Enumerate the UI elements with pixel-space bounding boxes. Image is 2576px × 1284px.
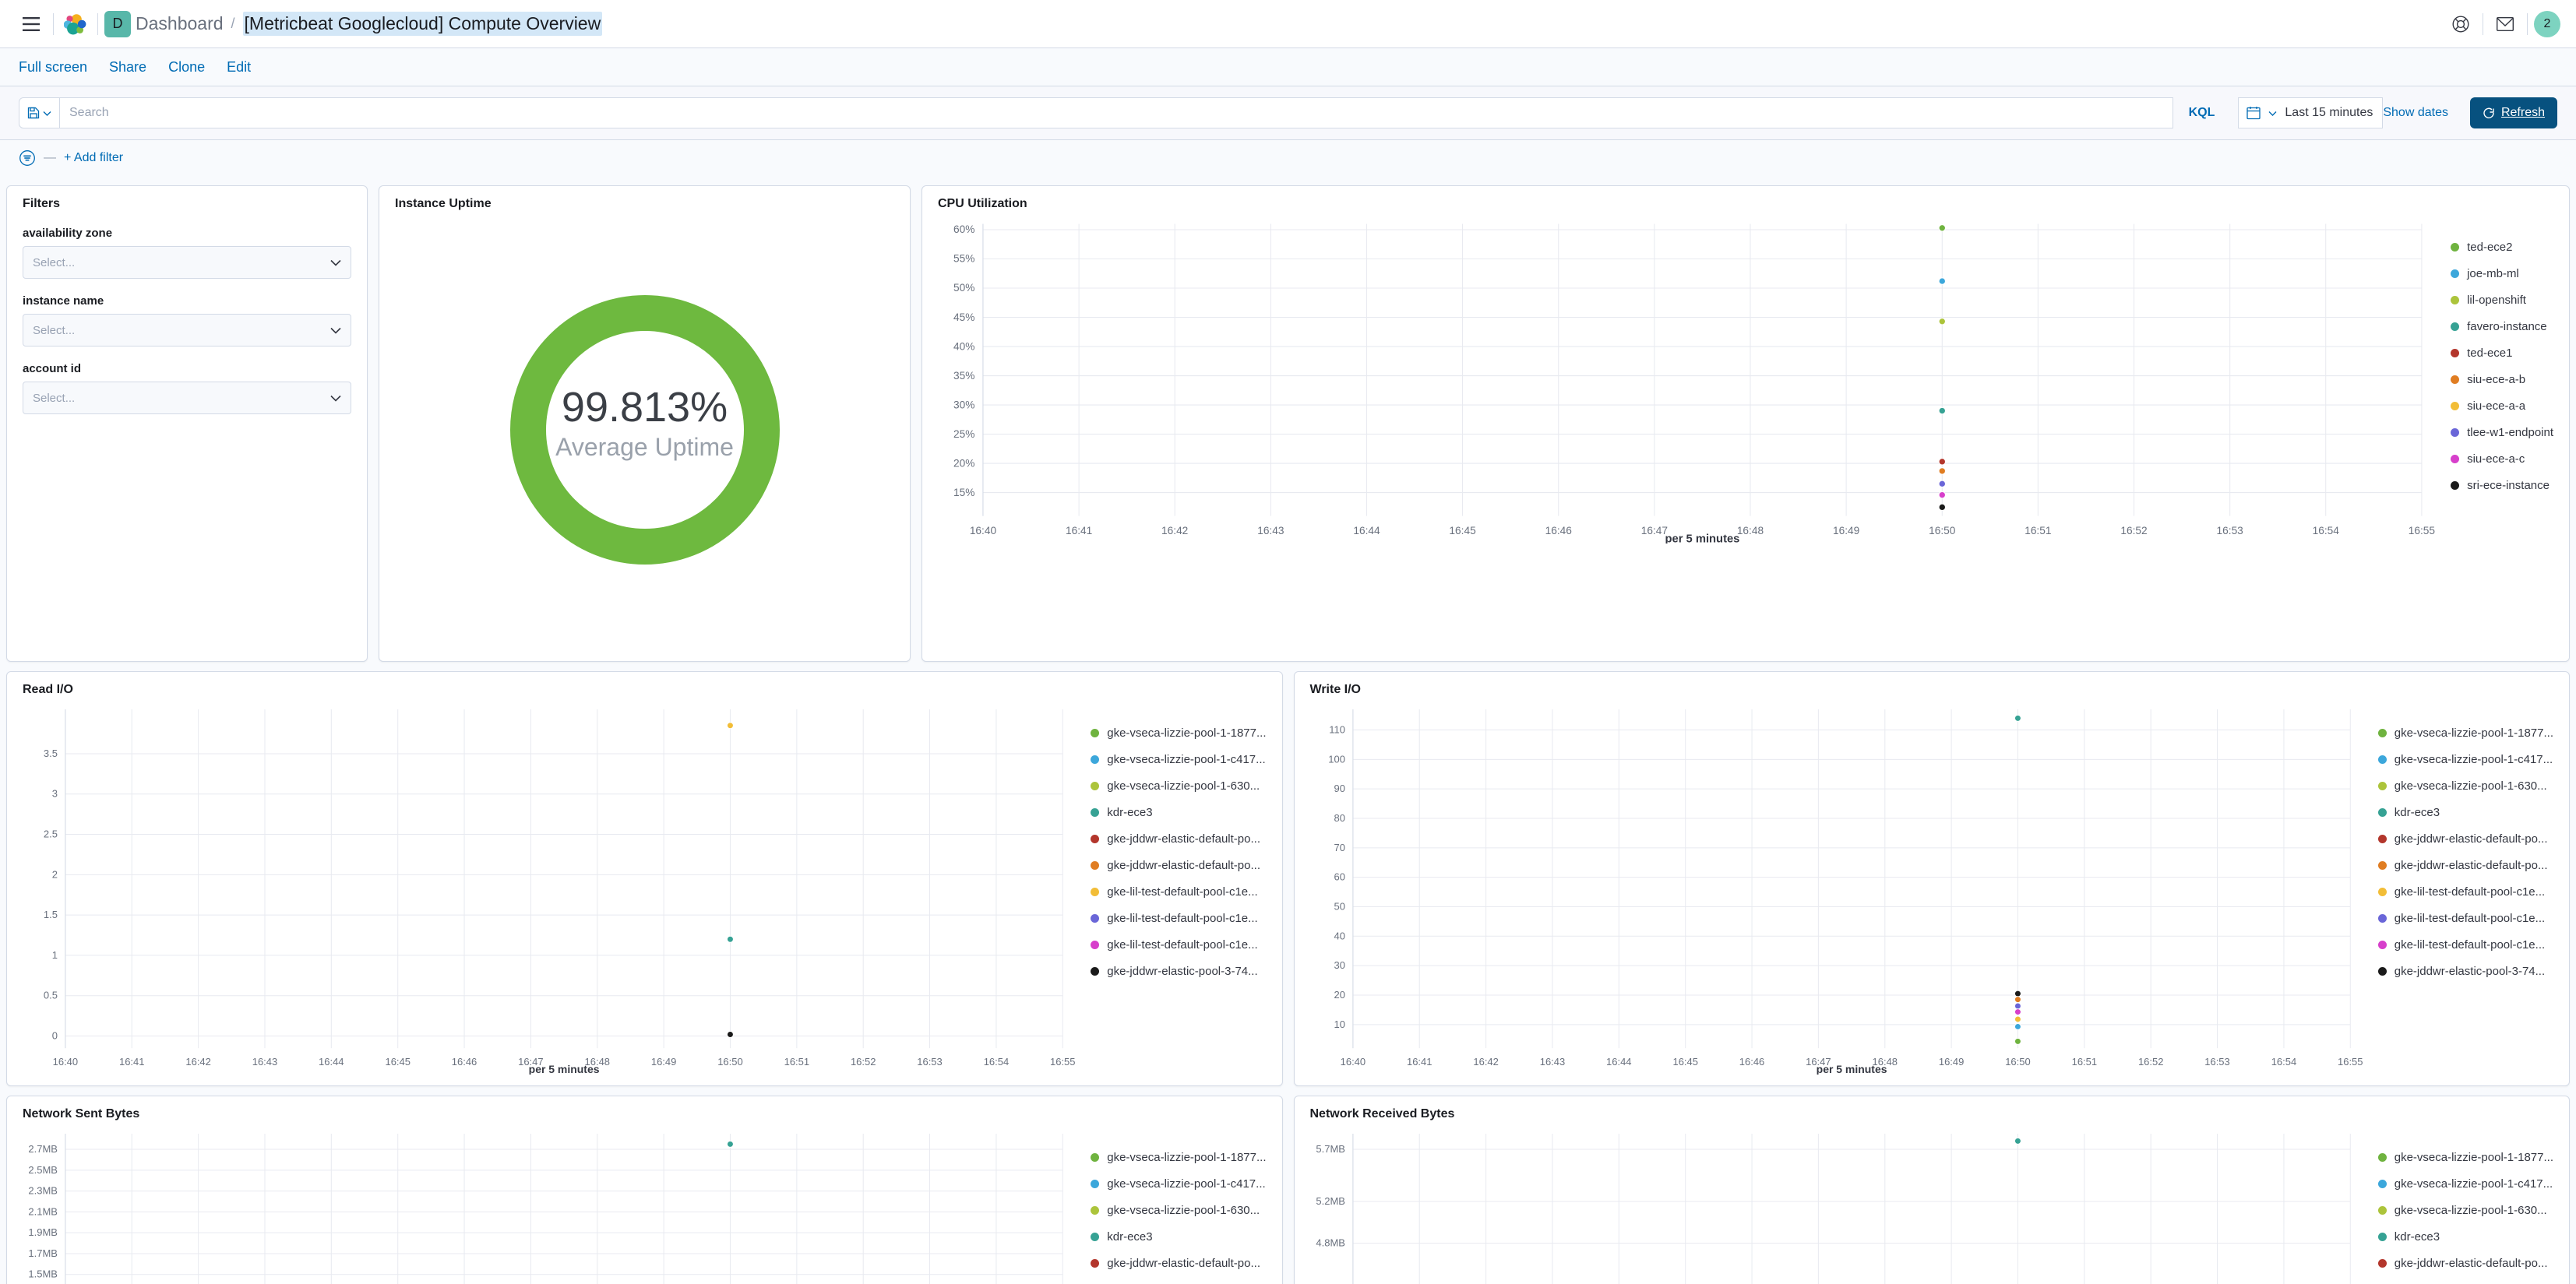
svg-text:per 5 minutes: per 5 minutes [1665, 533, 1739, 544]
svg-text:35%: 35% [953, 370, 974, 382]
svg-text:16:49: 16:49 [1938, 1056, 1963, 1068]
svg-text:16:41: 16:41 [1066, 525, 1092, 536]
svg-text:16:43: 16:43 [1539, 1056, 1564, 1068]
svg-text:55%: 55% [953, 253, 974, 265]
svg-text:50: 50 [1334, 900, 1344, 912]
svg-text:2.3MB: 2.3MB [28, 1185, 57, 1197]
svg-text:25%: 25% [953, 428, 974, 440]
svg-text:16:40: 16:40 [1340, 1056, 1365, 1068]
svg-text:16:40: 16:40 [53, 1056, 78, 1068]
svg-text:16:51: 16:51 [784, 1056, 809, 1068]
svg-text:16:52: 16:52 [2120, 525, 2147, 536]
svg-text:16:47: 16:47 [1641, 525, 1668, 536]
svg-text:per 5 minutes: per 5 minutes [1816, 1063, 1887, 1075]
svg-text:60: 60 [1334, 871, 1344, 883]
svg-text:90: 90 [1334, 783, 1344, 794]
svg-text:16:50: 16:50 [2005, 1056, 2030, 1068]
svg-text:60%: 60% [953, 223, 974, 235]
svg-text:40: 40 [1334, 930, 1344, 941]
svg-text:16:43: 16:43 [1257, 525, 1284, 536]
svg-text:10: 10 [1334, 1018, 1344, 1030]
svg-text:16:53: 16:53 [2217, 525, 2244, 536]
svg-text:20: 20 [1334, 989, 1344, 1001]
svg-text:1.5MB: 1.5MB [28, 1268, 57, 1280]
svg-text:1.5: 1.5 [44, 909, 58, 920]
svg-text:16:44: 16:44 [1606, 1056, 1631, 1068]
svg-text:5.7MB: 5.7MB [1316, 1143, 1344, 1155]
svg-text:80: 80 [1334, 812, 1344, 824]
svg-text:16:51: 16:51 [2025, 525, 2051, 536]
svg-text:per 5 minutes: per 5 minutes [529, 1063, 600, 1075]
svg-text:16:55: 16:55 [1050, 1056, 1075, 1068]
svg-text:16:52: 16:52 [851, 1056, 876, 1068]
svg-text:16:45: 16:45 [1449, 525, 1476, 536]
svg-text:16:46: 16:46 [452, 1056, 477, 1068]
svg-text:16:41: 16:41 [1406, 1056, 1431, 1068]
svg-text:16:45: 16:45 [385, 1056, 410, 1068]
svg-text:2.7MB: 2.7MB [28, 1143, 57, 1155]
svg-text:16:49: 16:49 [1833, 525, 1859, 536]
svg-text:16:54: 16:54 [2271, 1056, 2296, 1068]
svg-text:16:42: 16:42 [1161, 525, 1188, 536]
svg-text:2.1MB: 2.1MB [28, 1205, 57, 1217]
svg-text:16:45: 16:45 [1672, 1056, 1697, 1068]
svg-text:16:53: 16:53 [2204, 1056, 2229, 1068]
svg-text:16:54: 16:54 [2313, 525, 2340, 536]
svg-text:16:40: 16:40 [970, 525, 997, 536]
svg-text:30: 30 [1334, 959, 1344, 971]
svg-text:15%: 15% [953, 487, 974, 498]
svg-text:16:50: 16:50 [1929, 525, 1956, 536]
svg-text:45%: 45% [953, 311, 974, 323]
svg-text:40%: 40% [953, 340, 974, 352]
svg-text:3: 3 [52, 788, 58, 800]
svg-text:0.5: 0.5 [44, 990, 58, 1001]
svg-text:16:51: 16:51 [2071, 1056, 2096, 1068]
svg-text:2.5: 2.5 [44, 828, 58, 840]
svg-text:4.8MB: 4.8MB [1316, 1237, 1344, 1249]
svg-text:16:46: 16:46 [1545, 525, 1573, 536]
svg-text:16:42: 16:42 [1473, 1056, 1498, 1068]
svg-text:0: 0 [52, 1030, 58, 1042]
svg-text:16:46: 16:46 [1739, 1056, 1764, 1068]
svg-text:1.9MB: 1.9MB [28, 1226, 57, 1238]
svg-text:70: 70 [1334, 842, 1344, 853]
svg-text:2: 2 [52, 868, 58, 880]
svg-text:16:44: 16:44 [319, 1056, 344, 1068]
svg-text:16:48: 16:48 [1737, 525, 1764, 536]
svg-text:20%: 20% [953, 457, 974, 469]
svg-text:16:50: 16:50 [717, 1056, 742, 1068]
svg-text:1.7MB: 1.7MB [28, 1247, 57, 1259]
svg-text:16:42: 16:42 [185, 1056, 210, 1068]
svg-text:16:52: 16:52 [2137, 1056, 2162, 1068]
svg-text:16:54: 16:54 [984, 1056, 1009, 1068]
svg-text:110: 110 [1329, 723, 1345, 735]
svg-text:30%: 30% [953, 399, 974, 410]
svg-text:16:41: 16:41 [119, 1056, 144, 1068]
svg-text:100: 100 [1328, 753, 1345, 765]
svg-text:16:53: 16:53 [917, 1056, 942, 1068]
svg-text:16:55: 16:55 [2409, 525, 2436, 536]
svg-text:1: 1 [52, 949, 58, 961]
svg-text:50%: 50% [953, 282, 974, 294]
svg-text:16:49: 16:49 [651, 1056, 676, 1068]
svg-text:16:44: 16:44 [1353, 525, 1380, 536]
svg-text:16:55: 16:55 [2338, 1056, 2363, 1068]
svg-text:3.5: 3.5 [44, 748, 58, 759]
svg-text:2.5MB: 2.5MB [28, 1164, 57, 1176]
svg-text:16:43: 16:43 [252, 1056, 277, 1068]
svg-text:5.2MB: 5.2MB [1316, 1195, 1344, 1207]
